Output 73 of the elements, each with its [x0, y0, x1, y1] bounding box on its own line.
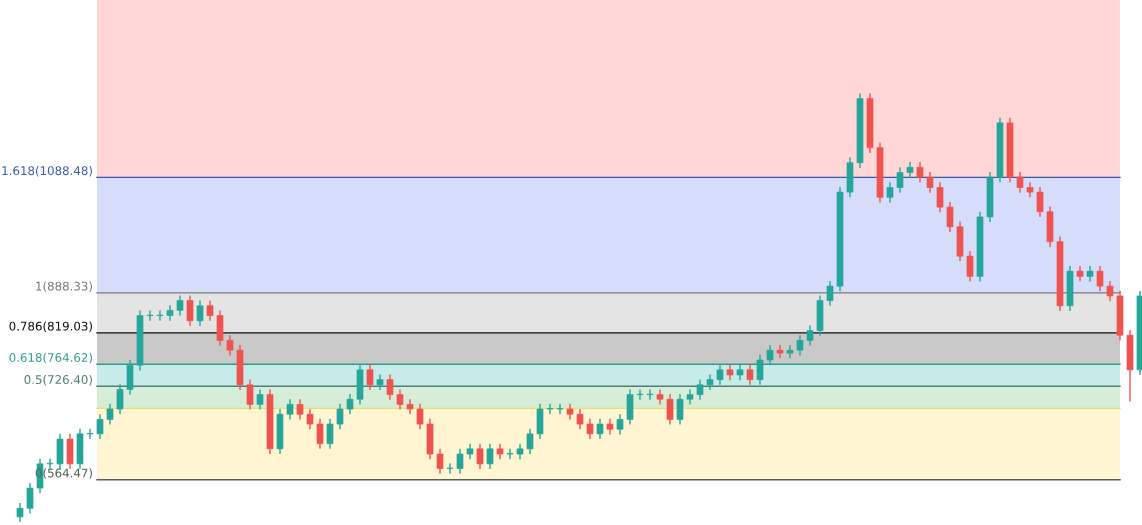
candlestick	[786, 344, 794, 359]
candlestick	[446, 462, 454, 475]
candlestick	[776, 344, 784, 359]
candlestick	[166, 304, 174, 322]
candlestick	[546, 403, 554, 415]
candlestick	[1076, 265, 1084, 283]
candlestick	[1036, 186, 1044, 218]
candlestick	[456, 448, 464, 475]
candlestick	[666, 393, 674, 426]
candlestick	[696, 378, 704, 401]
candlestick	[886, 181, 894, 204]
ref-line-label: 0.5(726.40)	[24, 374, 92, 386]
candlestick	[326, 418, 334, 450]
candlestick	[1106, 280, 1114, 302]
candlestick	[936, 181, 944, 214]
candlestick	[26, 482, 34, 515]
candlestick	[926, 171, 934, 194]
candlestick	[966, 250, 974, 283]
candlestick	[176, 294, 184, 317]
candlestick	[576, 408, 584, 430]
candlestick	[1086, 265, 1094, 283]
ref-line-label: 1(888.33)	[36, 281, 92, 292]
candlestick	[646, 388, 654, 401]
candlestick	[526, 427, 534, 455]
candlestick	[636, 388, 644, 401]
candlestick	[706, 373, 714, 391]
candlestick	[336, 403, 344, 430]
candlestick	[946, 201, 954, 233]
candlestick	[1016, 171, 1024, 194]
candlestick	[306, 408, 314, 430]
candlestick	[246, 378, 254, 411]
candlestick	[416, 403, 424, 430]
candlestick	[676, 393, 684, 426]
candlestick	[256, 388, 264, 411]
candlestick	[86, 427, 94, 440]
candlestick	[186, 294, 194, 327]
ref-line-label: 0.786(819.03)	[9, 321, 92, 332]
candlestick	[366, 363, 374, 391]
ref-line-label: 1.618(1088.48)	[2, 166, 92, 177]
candlestick	[96, 413, 104, 440]
candlestick	[826, 280, 834, 307]
candlestick	[896, 166, 904, 194]
candlestick	[396, 388, 404, 411]
candlestick	[16, 502, 24, 523]
candlestick	[796, 334, 804, 357]
candlestick	[596, 418, 604, 440]
candlestick	[616, 413, 624, 436]
candlestick	[506, 448, 514, 460]
candlestick	[486, 442, 494, 470]
candlestick	[586, 418, 594, 440]
candlestick	[46, 457, 54, 470]
candlestick	[806, 324, 814, 347]
candlestick	[106, 403, 114, 426]
candlestick	[906, 161, 914, 179]
candlestick	[286, 398, 294, 421]
candlestick	[346, 393, 354, 415]
candlestick	[436, 448, 444, 475]
candlestick	[746, 363, 754, 386]
candlestick	[296, 398, 304, 421]
candlestick	[1096, 265, 1104, 293]
candlestick	[376, 373, 384, 391]
candlestick	[316, 418, 324, 450]
candlestick	[146, 309, 154, 322]
candlestick	[386, 373, 394, 401]
candlestick	[226, 334, 234, 357]
candlestick	[206, 299, 214, 322]
candlestick	[116, 383, 124, 415]
candlestick	[156, 309, 164, 322]
candlestick	[916, 161, 924, 184]
candlestick	[196, 299, 204, 327]
ref-line-label: 0.618(764.62)	[9, 352, 92, 364]
candlestick	[556, 403, 564, 415]
candlestick	[476, 442, 484, 470]
